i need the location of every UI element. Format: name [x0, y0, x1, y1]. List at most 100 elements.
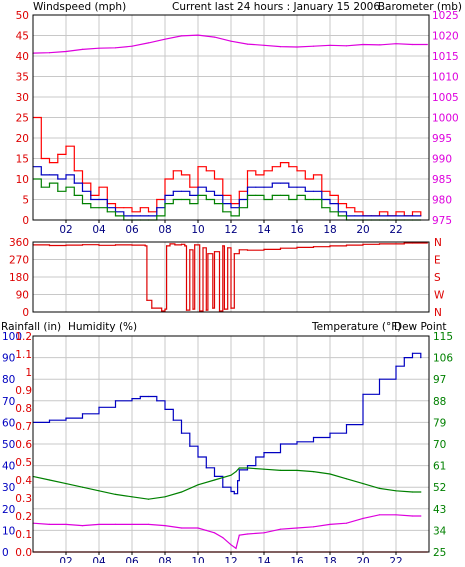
climate-series-humidity-point-13: [189, 445, 191, 447]
direction-series-point-8: [146, 299, 148, 301]
wind-series-wind_speed-point-22: [213, 203, 216, 205]
wind-series-wind_speed-point-16: [164, 203, 166, 205]
wind-series-wind_gust-point-3: [57, 153, 59, 155]
direction-series-point-45: [411, 242, 414, 244]
climate-series-temperature-point-9: [180, 491, 183, 493]
climate-series-temperature-point-16: [263, 468, 265, 470]
direction-series-point-27: [218, 310, 221, 312]
baro-y-tick-9: 1020: [432, 31, 459, 43]
wind-series-wind_avg-point-15: [156, 207, 158, 209]
climate-panel-x-tick-label-9: 20: [356, 556, 369, 563]
climate-series-temperature-point-25: [411, 491, 414, 493]
wind-y-tick-0: 0: [22, 215, 29, 227]
wind-series-wind_speed-point-31: [288, 198, 290, 201]
wind-series-wind_speed-point-35: [321, 207, 323, 209]
direction-series-point-37: [296, 246, 298, 248]
climate-panel-x-tick-label-7: 16: [290, 556, 304, 563]
wind-series-wind_gust-point-17: [172, 170, 174, 172]
wind-series-barometer-point-11: [213, 36, 216, 38]
dir-right-tick-2: S: [434, 272, 441, 284]
direction-series-point-43: [395, 243, 397, 245]
wind-series-wind_avg-point-30: [279, 182, 282, 184]
wind-series-barometer-point-16: [296, 46, 298, 48]
wind-series-wind_gust-point-16: [164, 178, 166, 180]
baro-y-tick-6: 1005: [432, 92, 459, 104]
climate-series-temperature-point-21: [345, 478, 348, 480]
climate-series-dewpoint-point-26: [395, 514, 397, 516]
wind-series-wind_speed-point-25: [238, 207, 240, 209]
direction-series-point-36: [279, 247, 282, 249]
temp-tick-5: 70: [433, 439, 446, 451]
climate-series-temperature-point-26: [420, 491, 422, 493]
climate-series-dewpoint-point-13: [222, 537, 224, 539]
wind-series-wind_gust-point-46: [411, 211, 414, 213]
wind-y-tick-6: 30: [16, 92, 29, 104]
wind-series-barometer-point-17: [312, 45, 315, 47]
climate-series-temperature-point-6: [131, 496, 133, 498]
climate-series-dewpoint-point-21: [312, 526, 315, 528]
temp-tick-0: 25: [433, 547, 446, 559]
wind-series-wind_avg-point-4: [65, 174, 67, 176]
wind-series-wind_avg-point-13: [139, 215, 141, 217]
dir-right-tick-0: N: [434, 307, 442, 319]
rain-tick-7: 0.7: [15, 421, 32, 433]
climate-panel-x-tick-label-6: 14: [257, 556, 271, 563]
dewpoint-axis-title: Dew Point: [394, 321, 447, 333]
climate-panel-x-tick-label-4: 10: [191, 556, 204, 563]
wind-series-wind_avg-point-12: [131, 215, 133, 217]
climate-series-dewpoint-point-18: [263, 532, 265, 534]
direction-series-point-35: [263, 248, 265, 250]
wind-series-wind_avg-point-22: [213, 194, 216, 196]
wind-series-wind_gust-point-15: [156, 198, 158, 201]
direction-series-point-33: [238, 249, 240, 251]
wind-series-wind_avg-point-32: [296, 186, 298, 188]
direction-series-point-18: [189, 249, 191, 251]
humidity-tick-8: 80: [2, 374, 15, 386]
climate-series-temperature-point-8: [164, 496, 166, 498]
temp-tick-2: 43: [433, 504, 446, 516]
temp-tick-6: 79: [433, 417, 446, 429]
wind-series-wind_gust-point-12: [131, 211, 133, 213]
wind-series-barometer-point-18: [329, 44, 331, 46]
wind-series-wind_speed-point-24: [230, 215, 232, 217]
climate-panel-x-tick-label-1: 04: [92, 556, 106, 563]
climate-series-humidity-point-23: [255, 456, 257, 458]
direction-series-point-32: [233, 253, 235, 255]
wind-y-tick-2: 10: [16, 174, 29, 186]
climate-series-humidity-point-32: [395, 365, 397, 367]
rain-tick-10: 1: [25, 367, 32, 379]
climate-series-humidity-point-31: [378, 378, 381, 380]
wind-series-wind_gust-point-28: [263, 170, 265, 172]
wind-series-wind_avg-point-39: [354, 215, 356, 217]
direction-series-point-26: [213, 251, 216, 253]
wind-series-barometer-point-6: [131, 45, 133, 47]
wind-series-wind_avg-point-42: [378, 215, 381, 217]
rain-tick-4: 0.4: [15, 475, 32, 487]
temp-tick-8: 97: [433, 374, 446, 386]
temp-tick-3: 52: [433, 482, 446, 494]
wind-series-wind_speed-point-3: [57, 190, 59, 192]
wind-panel-x-tick-label-4: 10: [191, 224, 204, 236]
rainfall-axis-title: Rainfall (in): [1, 321, 61, 333]
direction-series-point-21: [199, 310, 201, 312]
climate-series-humidity-point-34: [411, 352, 414, 354]
wind-series-wind_avg-point-8: [98, 198, 100, 201]
climate-series-humidity-point-21: [238, 469, 240, 471]
rain-tick-11: 1.1: [15, 349, 32, 361]
wind-series-wind_avg-point-21: [205, 190, 207, 192]
temp-tick-7: 88: [433, 396, 446, 408]
barometer-axis-title: Barometer (mb): [378, 1, 462, 13]
climate-series-humidity-point-24: [263, 452, 265, 454]
direction-series-point-31: [230, 307, 232, 309]
wind-series-wind_speed-point-30: [279, 194, 282, 196]
climate-panel-x-tick-label-8: 18: [323, 556, 336, 563]
climate-series-dewpoint-point-23: [345, 522, 348, 524]
wind-series-wind_avg-point-45: [403, 215, 405, 217]
climate-series-temperature-point-17: [279, 469, 282, 471]
humidity-tick-1: 10: [2, 525, 15, 537]
wind-series-wind_speed-point-19: [189, 203, 191, 205]
wind-series-wind_speed-point-32: [296, 194, 298, 196]
wind-series-barometer-point-22: [395, 43, 397, 45]
